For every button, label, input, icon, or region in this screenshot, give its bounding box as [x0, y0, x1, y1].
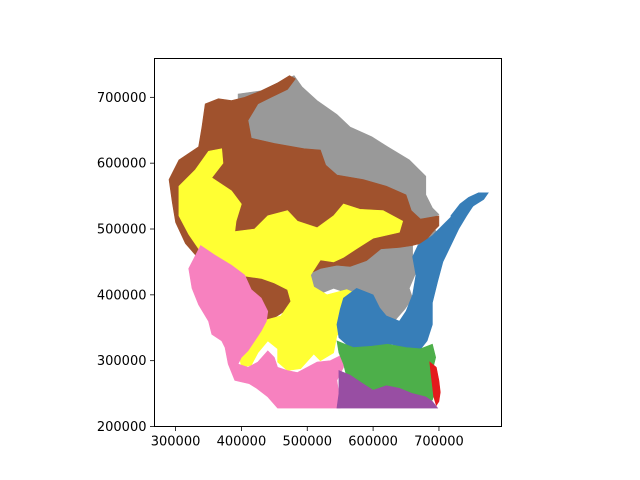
map-regions — [168, 75, 489, 409]
map-region-purple — [336, 370, 439, 409]
x-tick-label: 300000 — [151, 435, 201, 450]
y-tick-label: 400000 — [97, 288, 147, 303]
axes-frame — [154, 58, 502, 427]
x-tick-label: 600000 — [348, 435, 398, 450]
map-region-red — [429, 361, 441, 407]
y-tick-label: 200000 — [97, 420, 147, 435]
map-region-pink — [188, 245, 344, 409]
y-axis: 200000 300000 400000 500000 600000 700000 — [97, 91, 155, 435]
x-tick-label: 500000 — [282, 435, 332, 450]
y-tick-label: 700000 — [97, 91, 147, 106]
x-axis: 300000 400000 500000 600000 700000 — [151, 426, 464, 450]
y-tick-label: 600000 — [97, 157, 147, 172]
y-tick-label: 500000 — [97, 223, 147, 238]
x-tick-label: 700000 — [414, 435, 464, 450]
x-tick-label: 400000 — [217, 435, 267, 450]
y-tick-label: 300000 — [97, 354, 147, 369]
map-region-blue-island — [450, 192, 489, 227]
